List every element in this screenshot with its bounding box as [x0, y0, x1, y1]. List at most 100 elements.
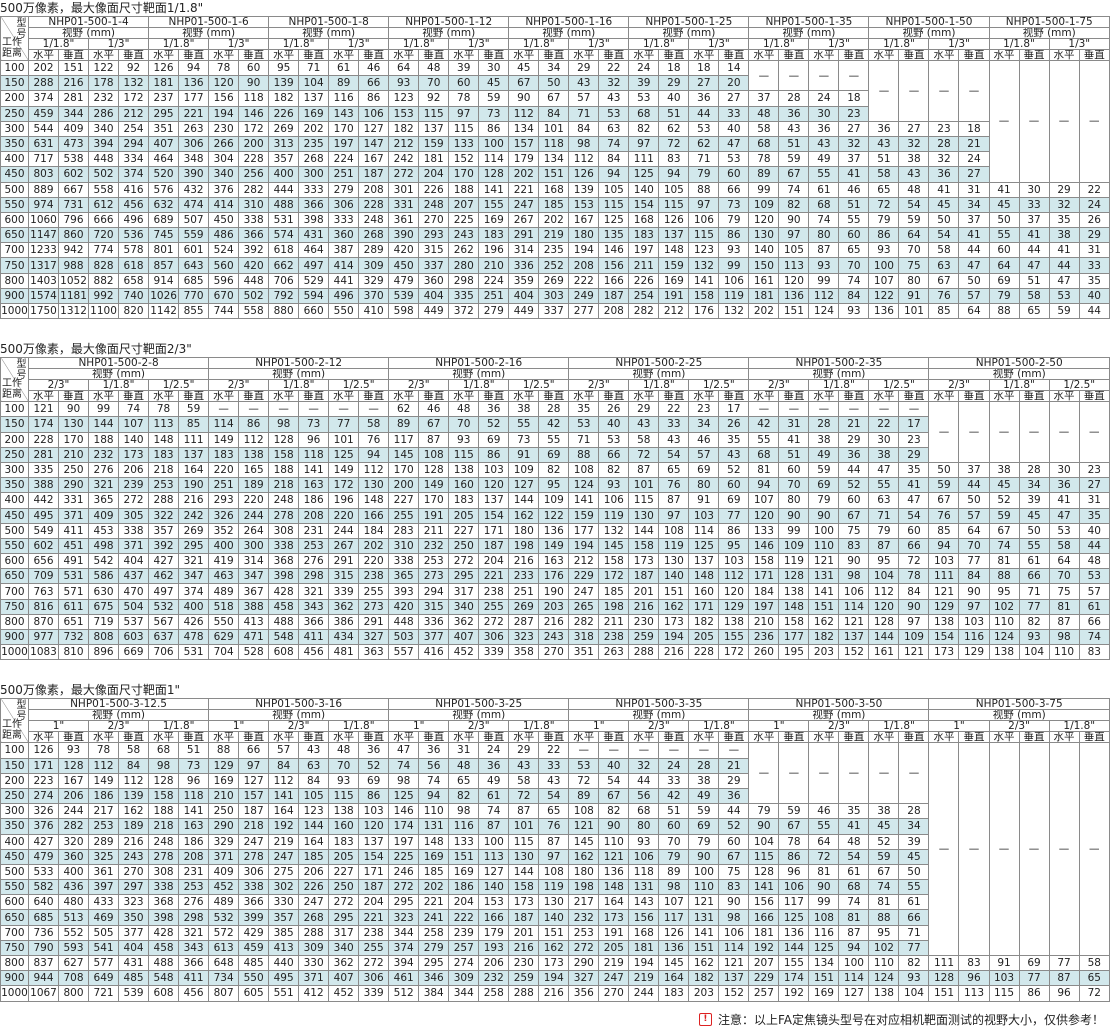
fov-value: 582 [27, 879, 60, 896]
fov-value: 43 [868, 135, 900, 153]
distance: 900 [0, 287, 29, 305]
fov-value: 602 [58, 166, 90, 183]
fov-value: 47 [718, 135, 750, 153]
fov-value: 115 [448, 120, 480, 137]
fov-value: 377 [418, 628, 450, 646]
model-header: NHP01-500-1-16 [508, 16, 630, 28]
fov-value: 43 [628, 416, 660, 433]
fov-value: 172 [718, 644, 750, 661]
fov-value: 205 [598, 939, 630, 957]
fov-value: 55 [808, 166, 840, 183]
fov-value: 411 [298, 628, 330, 646]
fov-value: 651 [58, 613, 90, 631]
table-section: 500万像素，最大像面尺寸靶面1" 型号 工作距离 NHP01-500-3-12.5 N… [0, 682, 1110, 1002]
fov-value: 97 [538, 848, 570, 865]
fov-value: 59 [778, 151, 810, 168]
fov-value: 96 [778, 863, 810, 881]
fov-value: 53 [718, 151, 750, 168]
fov-value: 87 [418, 431, 450, 448]
fov-value: 303 [538, 287, 570, 305]
vertical-label: 垂直 [1078, 390, 1110, 403]
fov-value: 30 [808, 105, 840, 122]
fov-value: 34 [898, 818, 930, 835]
fov-value: 165 [238, 461, 270, 479]
fov-value: 404 [118, 939, 150, 957]
fov-value: 1083 [27, 644, 60, 661]
fov-value: 414 [208, 196, 240, 213]
fov-value: 158 [778, 613, 810, 631]
fov-value: 224 [328, 151, 360, 168]
fov-value: 126 [568, 166, 600, 183]
fov-value: 87 [538, 833, 570, 850]
vertical-label: 垂直 [358, 731, 390, 744]
fov-value: 272 [448, 553, 480, 570]
fov-value: 29 [508, 742, 540, 759]
sensor-size: 1/1.8" [628, 379, 690, 392]
fov-value: 343 [298, 598, 330, 615]
model-header: NHP01-500-1-75 [988, 16, 1110, 28]
fov-value: 618 [268, 242, 300, 259]
fov-value: 173 [538, 954, 570, 972]
fov-value: 538 [58, 151, 90, 168]
fov-value: 68 [838, 879, 870, 896]
fov-value: 151 [448, 848, 480, 865]
fov-value: 23 [688, 401, 720, 418]
data-row: 750 816 611 675 504 532 400 518 388 458 343 362 273 4… [0, 598, 1110, 615]
fov-value: 143 [628, 894, 660, 911]
fov-value: 167 [58, 772, 90, 789]
fov-value: 481 [328, 644, 360, 661]
distance: 750 [0, 257, 29, 274]
fov-value: 110 [988, 613, 1020, 631]
fov-value: 53 [1048, 522, 1080, 539]
fov-value: 45 [868, 818, 900, 835]
fov-value: 31 [1078, 492, 1110, 509]
fov-value: 189 [118, 818, 150, 835]
fov-value: 359 [508, 272, 540, 289]
vertical-label: 垂直 [898, 390, 930, 403]
fov-value: 137 [418, 120, 450, 137]
not-applicable: — [1078, 60, 1110, 183]
vertical-label: 垂直 [898, 731, 930, 744]
fov-value: 169 [418, 848, 450, 865]
fov-value: 180 [508, 522, 540, 539]
fov-value: 339 [358, 985, 390, 1002]
fov-value: 111 [628, 151, 660, 168]
fov-value: 407 [448, 628, 480, 646]
vertical-label: 垂直 [418, 731, 450, 744]
fov-value: 70 [658, 833, 690, 850]
fov-value: 83 [958, 954, 990, 972]
fov-value: 572 [208, 924, 240, 941]
fov-value: 51 [658, 803, 690, 820]
fov-value: 774 [88, 242, 120, 259]
fov-header: 视野 (mm) [388, 27, 510, 39]
fov-value: 168 [628, 924, 660, 941]
fov-value: 97 [448, 105, 480, 122]
fov-value: 138 [928, 613, 960, 631]
fov-value: 268 [298, 151, 330, 168]
fov-value: 50 [928, 461, 960, 479]
fov-value: 65 [538, 803, 570, 820]
fov-value: 57 [568, 90, 600, 107]
fov-value: 542 [88, 553, 120, 570]
fov-value: 409 [58, 120, 90, 137]
fov-value: 717 [27, 151, 60, 168]
fov-value: 115 [418, 105, 450, 122]
fov-value: 273 [358, 598, 390, 615]
fov-value: 41 [898, 477, 930, 494]
fov-value: 115 [598, 196, 630, 213]
fov-value: 149 [328, 461, 360, 479]
fov-value: 58 [508, 772, 540, 789]
horizontal-label: 水平 [868, 49, 900, 61]
fov-value: 416 [418, 644, 450, 661]
fov-value: 252 [538, 257, 570, 274]
fov-value: 76 [358, 431, 390, 448]
fov-value: 162 [658, 598, 690, 615]
fov-value: 33 [658, 772, 690, 789]
fov-value: 148 [418, 833, 450, 850]
fov-value: 323 [388, 909, 420, 926]
fov-value: 205 [448, 507, 480, 524]
not-applicable: — [1078, 401, 1110, 463]
fov-value: 104 [898, 985, 930, 1002]
fov-value: 513 [58, 909, 90, 926]
fov-value: 186 [178, 833, 210, 850]
